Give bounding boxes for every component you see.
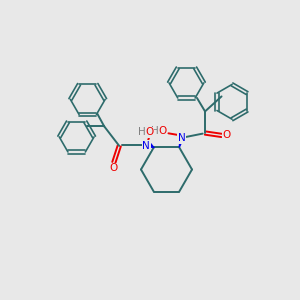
- Text: O: O: [145, 128, 153, 137]
- Text: N: N: [142, 141, 150, 151]
- Text: N: N: [178, 134, 185, 143]
- Text: O: O: [223, 130, 231, 140]
- Text: H: H: [138, 128, 146, 137]
- Text: H: H: [151, 126, 158, 136]
- Polygon shape: [179, 138, 183, 147]
- Text: O: O: [158, 126, 166, 136]
- Text: O: O: [109, 164, 117, 173]
